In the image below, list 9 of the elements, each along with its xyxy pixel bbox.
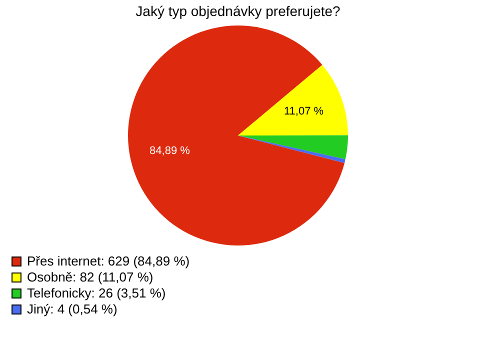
legend-label: Jiný: 4 (0,54 %)	[27, 302, 118, 316]
chart-title: Jaký typ objednávky preferujete?	[136, 3, 341, 19]
legend-label: Telefonicky: 26 (3,51 %)	[27, 286, 166, 300]
data-label: 84,89 %	[150, 144, 190, 157]
pie-slice	[238, 64, 348, 136]
data-label: 11,07 %	[284, 105, 324, 118]
legend-label: Osobně: 82 (11,07 %)	[27, 270, 154, 284]
legend-label: Přes internet: 629 (84,89 %)	[27, 254, 190, 268]
pie-slice	[128, 26, 345, 246]
